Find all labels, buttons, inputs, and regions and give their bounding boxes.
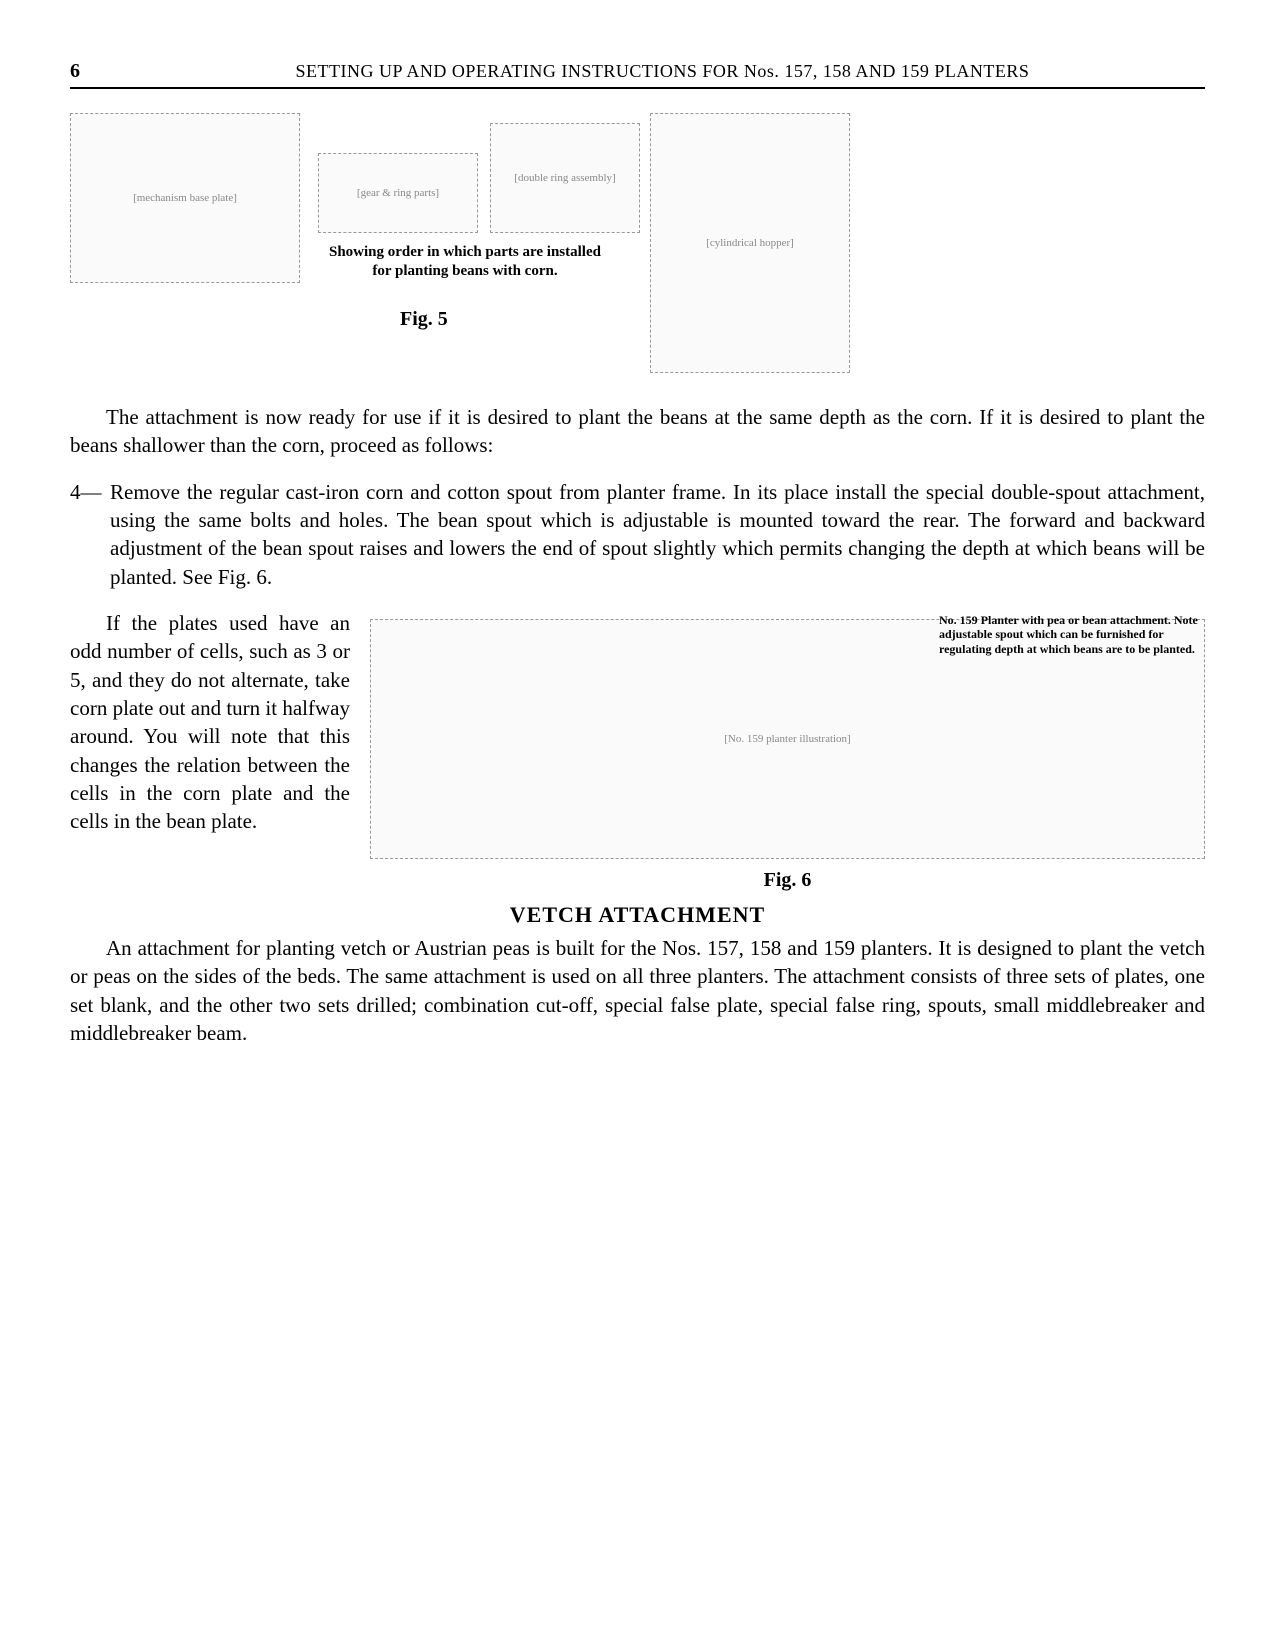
paragraph-4: An attachment for planting vetch or Aust… (70, 934, 1205, 1047)
fig5-illustration-d: [cylindrical hopper] (650, 113, 850, 373)
step-4: 4— Remove the regular cast-iron corn and… (70, 478, 1205, 591)
paragraph-1: The attachment is now ready for use if i… (70, 403, 1205, 460)
fig6-label: Fig. 6 (370, 869, 1205, 892)
section-heading-vetch: VETCH ATTACHMENT (70, 902, 1205, 928)
figure-6-block: If the plates used have an odd number of… (70, 609, 1205, 859)
fig5-illustration-a: [mechanism base plate] (70, 113, 300, 283)
paragraph-3: If the plates used have an odd number of… (70, 609, 350, 859)
step-4-text: Remove the regular cast-iron corn and co… (110, 478, 1205, 591)
page-number: 6 (70, 60, 80, 83)
fig5-caption: Showing order in which parts are install… (325, 243, 605, 281)
figure-5-area: [mechanism base plate] [gear & ring part… (70, 113, 1205, 383)
header-title: SETTING UP AND OPERATING INSTRUCTIONS FO… (120, 61, 1205, 82)
fig5-label: Fig. 5 (400, 308, 448, 331)
page-header: 6 SETTING UP AND OPERATING INSTRUCTIONS … (70, 60, 1205, 89)
fig5-illustration-b: [gear & ring parts] (318, 153, 478, 233)
fig6-annotation: No. 159 Planter with pea or bean attachm… (939, 613, 1199, 656)
figure-6-area: [No. 159 planter illustration] No. 159 P… (370, 609, 1205, 859)
step-4-number: 4— (70, 478, 110, 591)
fig5-illustration-c: [double ring assembly] (490, 123, 640, 233)
